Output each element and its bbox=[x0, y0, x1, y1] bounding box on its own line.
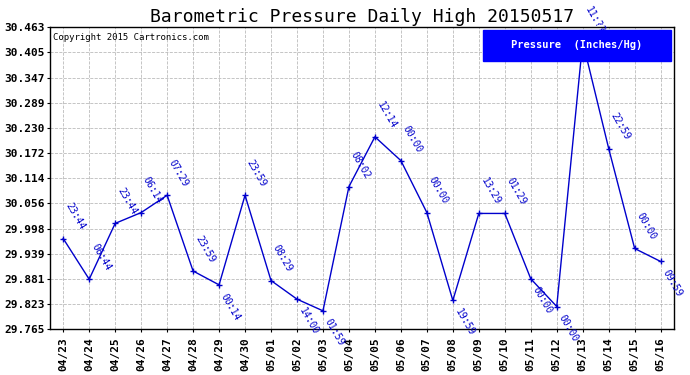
Text: 06:14: 06:14 bbox=[141, 176, 164, 206]
Text: 07:29: 07:29 bbox=[167, 158, 190, 189]
Text: 01:29: 01:29 bbox=[505, 176, 528, 207]
Text: 22:59: 22:59 bbox=[609, 111, 632, 142]
Text: 23:59: 23:59 bbox=[193, 234, 217, 264]
Text: 11:??: 11:?? bbox=[583, 4, 606, 35]
Text: 00:00: 00:00 bbox=[531, 285, 554, 316]
Text: 00:00: 00:00 bbox=[401, 123, 424, 154]
FancyBboxPatch shape bbox=[484, 30, 671, 60]
Text: 12:14: 12:14 bbox=[375, 100, 398, 130]
Text: 23:44: 23:44 bbox=[63, 201, 86, 232]
Text: 01:59: 01:59 bbox=[323, 318, 346, 348]
Text: 13:29: 13:29 bbox=[479, 176, 502, 207]
Text: 06:44: 06:44 bbox=[89, 242, 112, 273]
Text: 00:14: 00:14 bbox=[219, 291, 242, 322]
Text: 19:59: 19:59 bbox=[453, 307, 476, 338]
Text: 23:59: 23:59 bbox=[245, 158, 268, 189]
Title: Barometric Pressure Daily High 20150517: Barometric Pressure Daily High 20150517 bbox=[150, 8, 574, 26]
Text: 09:59: 09:59 bbox=[660, 268, 684, 298]
Text: 14:00: 14:00 bbox=[297, 306, 320, 336]
Text: 00:00: 00:00 bbox=[635, 211, 658, 242]
Text: 08:29: 08:29 bbox=[271, 243, 295, 274]
Text: 00:00: 00:00 bbox=[557, 313, 580, 344]
Text: 23:44: 23:44 bbox=[115, 186, 139, 217]
Text: 00:00: 00:00 bbox=[427, 176, 450, 206]
Text: Pressure  (Inches/Hg): Pressure (Inches/Hg) bbox=[511, 40, 642, 50]
Text: 08:02: 08:02 bbox=[349, 150, 373, 180]
Text: Copyright 2015 Cartronics.com: Copyright 2015 Cartronics.com bbox=[53, 33, 209, 42]
